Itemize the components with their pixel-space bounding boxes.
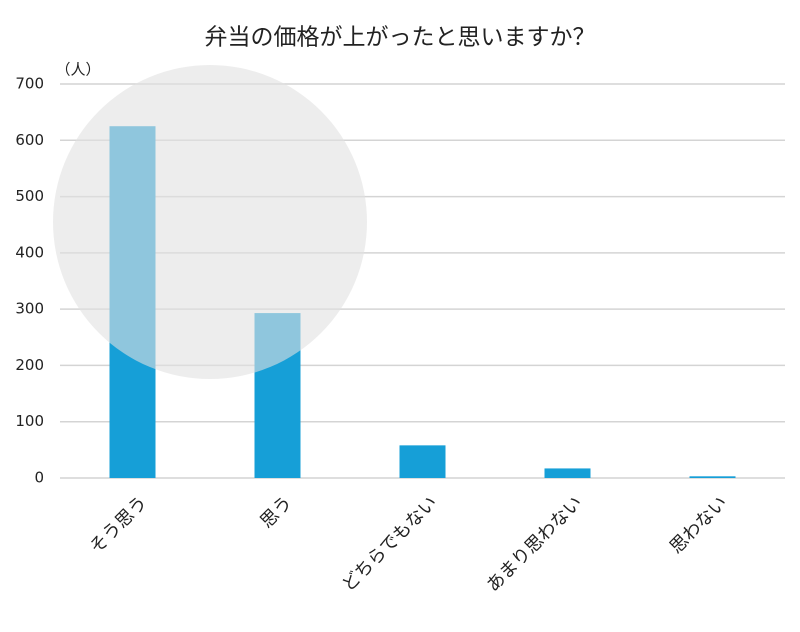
y-tick-label: 300 xyxy=(15,300,44,318)
bar xyxy=(399,445,446,478)
bar xyxy=(689,476,736,478)
y-tick-label: 100 xyxy=(15,412,44,430)
x-tick-label: 思う xyxy=(256,492,296,532)
y-axis-unit: （人） xyxy=(55,61,100,79)
chart-title: 弁当の価格が上がったと思いますか？ xyxy=(205,25,596,51)
y-tick-label: 200 xyxy=(15,356,44,374)
highlight-circle xyxy=(53,65,367,379)
x-tick-label: あまり思わない xyxy=(483,492,587,596)
bar xyxy=(544,468,591,478)
x-tick-label: そう思う xyxy=(86,492,152,558)
y-tick-label: 600 xyxy=(15,131,44,149)
x-tick-label: 思わない xyxy=(666,492,732,558)
y-tick-label: 0 xyxy=(34,469,44,487)
y-tick-label: 700 xyxy=(15,75,44,93)
y-tick-label: 500 xyxy=(15,187,44,205)
y-tick-label: 400 xyxy=(15,243,44,261)
x-tick-label: どちらでもない xyxy=(338,492,442,596)
